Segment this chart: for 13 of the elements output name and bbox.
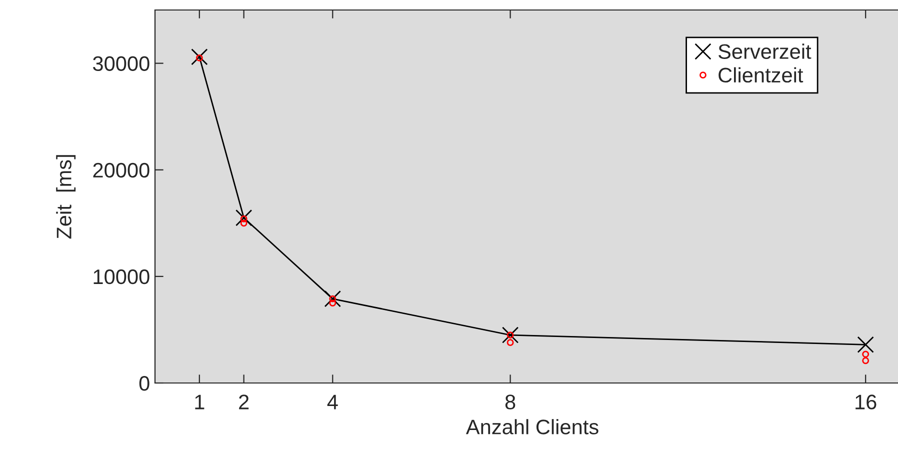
- x-tick-label: 8: [505, 394, 516, 410]
- y-axis-title: Zeit [ms]: [56, 155, 76, 239]
- y-tick-label: 0: [139, 376, 150, 391]
- x-axis-title: Anzahl Clients: [466, 419, 598, 434]
- x-tick-label: 1: [195, 394, 204, 410]
- legend-label: Serverzeit: [718, 44, 812, 59]
- x-tick-label: 4: [327, 394, 338, 410]
- legend-label: Clientzeit: [718, 67, 804, 83]
- y-tick-label: 20000: [93, 162, 150, 178]
- y-tick-label: 30000: [93, 56, 150, 72]
- x-tick-label: 16: [856, 394, 876, 410]
- y-tick-label: 10000: [94, 269, 150, 284]
- x-tick-label: 2: [239, 394, 249, 410]
